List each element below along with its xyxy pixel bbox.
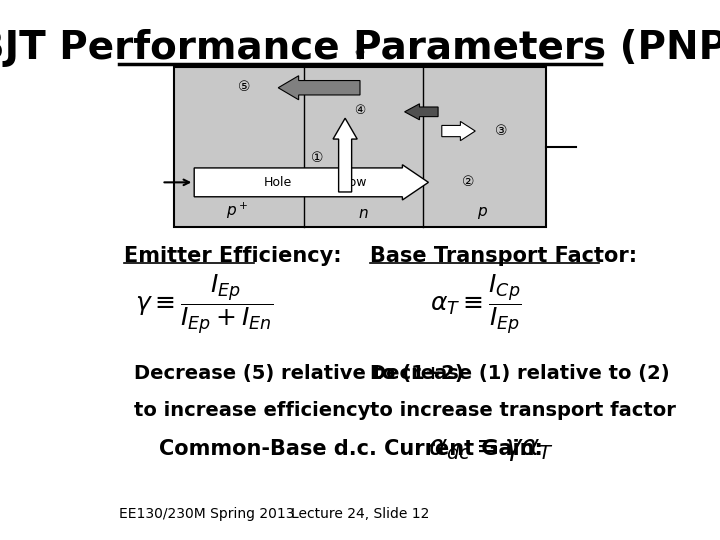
Text: Base Transport Factor:: Base Transport Factor: <box>370 246 637 266</box>
FancyArrow shape <box>194 165 428 200</box>
Text: Decrease (5) relative to (1+2): Decrease (5) relative to (1+2) <box>134 363 464 382</box>
Text: $p^+$: $p^+$ <box>226 200 248 221</box>
FancyBboxPatch shape <box>174 67 546 227</box>
Text: ①: ① <box>311 151 323 165</box>
Text: Common-Base d.c. Current Gain:: Common-Base d.c. Current Gain: <box>159 439 543 459</box>
Text: EE130/230M Spring 2013: EE130/230M Spring 2013 <box>119 507 294 521</box>
Text: Decrease (1) relative to (2): Decrease (1) relative to (2) <box>370 363 670 382</box>
Text: $\gamma \equiv \dfrac{I_{Ep}}{I_{Ep} + I_{En}}$: $\gamma \equiv \dfrac{I_{Ep}}{I_{Ep} + I… <box>135 273 274 337</box>
Text: ④: ④ <box>354 104 366 117</box>
Text: Emitter Efficiency:: Emitter Efficiency: <box>124 246 341 266</box>
Text: BJT Performance Parameters (PNP): BJT Performance Parameters (PNP) <box>0 30 720 68</box>
FancyArrow shape <box>442 122 475 140</box>
FancyArrow shape <box>405 104 438 120</box>
FancyArrow shape <box>333 118 357 192</box>
Text: ⑤: ⑤ <box>238 80 251 93</box>
Text: $\alpha_{dc} \equiv \gamma\alpha_T$: $\alpha_{dc} \equiv \gamma\alpha_T$ <box>428 435 554 463</box>
Text: Hole: Hole <box>264 176 292 189</box>
Text: to increase efficiency: to increase efficiency <box>134 401 370 420</box>
Text: $\alpha_T \equiv \dfrac{I_{Cp}}{I_{Ep}}$: $\alpha_T \equiv \dfrac{I_{Cp}}{I_{Ep}}$ <box>430 273 521 337</box>
FancyArrow shape <box>278 76 360 100</box>
Text: ②: ② <box>462 176 474 190</box>
Text: to increase transport factor: to increase transport factor <box>370 401 676 420</box>
Text: ③: ③ <box>495 124 508 138</box>
Text: $n$: $n$ <box>359 206 369 221</box>
Text: Flow: Flow <box>338 176 366 189</box>
Text: $p$: $p$ <box>477 205 488 221</box>
Text: Lecture 24, Slide 12: Lecture 24, Slide 12 <box>291 507 429 521</box>
